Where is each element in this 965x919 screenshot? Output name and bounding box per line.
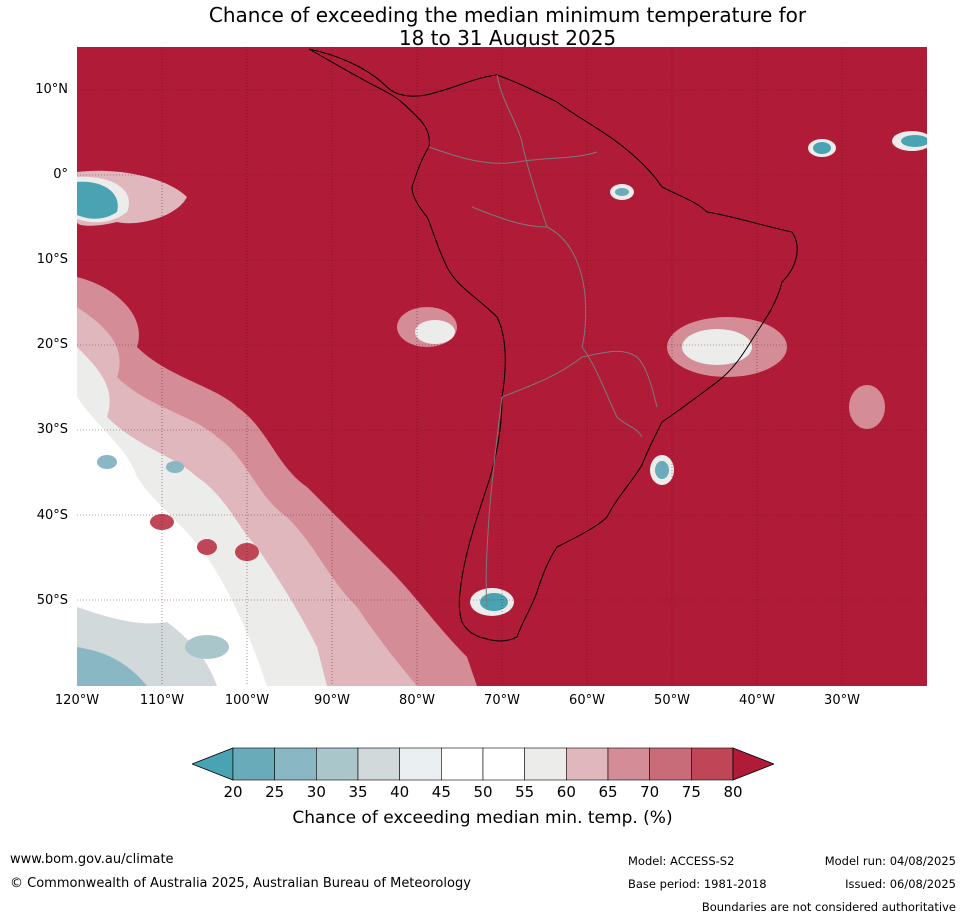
lat-label-0: 0° — [53, 167, 68, 182]
colorbar-swatch — [607, 747, 650, 781]
lon-label-80w: 80°W — [399, 693, 435, 708]
colorbar-swatch — [357, 747, 400, 781]
colorbar-tick-label: 55 — [515, 783, 535, 801]
colorbar-low-arrow — [192, 747, 234, 781]
colorbar-swatch — [649, 747, 692, 781]
copyright-text: © Commonwealth of Australia 2025, Austra… — [10, 876, 471, 891]
colorbar-swatch — [482, 747, 525, 781]
colorbar-swatch — [441, 747, 484, 781]
model-run-date: Model run: 04/08/2025 — [824, 854, 956, 868]
model-name: Model: ACCESS-S2 — [628, 854, 735, 868]
lon-label-30w: 30°W — [824, 693, 860, 708]
colorbar-swatch — [524, 747, 567, 781]
gridlines — [77, 47, 927, 686]
colorbar-label: Chance of exceeding median min. temp. (%… — [292, 808, 673, 828]
probability-map — [77, 47, 927, 686]
map-title-line-2: 18 to 31 August 2025 — [398, 26, 617, 50]
colorbar-swatch — [232, 747, 275, 781]
lon-label-40w: 40°W — [739, 693, 775, 708]
issued-date: Issued: 06/08/2025 — [845, 877, 956, 891]
base-period: Base period: 1981-2018 — [628, 877, 767, 891]
lat-label-40s: 40°S — [36, 508, 68, 523]
colorbar-tick-label: 60 — [556, 783, 576, 801]
lon-label-50w: 50°W — [654, 693, 690, 708]
country-borders — [428, 74, 658, 608]
colorbar-tick-label: 35 — [348, 783, 368, 801]
colorbar-tick-label: 80 — [723, 783, 743, 801]
colorbar-tick-label: 45 — [431, 783, 451, 801]
colorbar-tick-label: 20 — [223, 783, 243, 801]
lat-label-20s: 20°S — [36, 337, 68, 352]
colorbar-swatch — [399, 747, 442, 781]
colorbar-tick-label: 70 — [640, 783, 660, 801]
lon-label-120w: 120°W — [54, 693, 100, 708]
colorbar-swatch — [691, 747, 734, 781]
lat-label-10s: 10°S — [36, 252, 68, 267]
colorbar-tick-label: 30 — [306, 783, 326, 801]
south-pacific-anomaly — [77, 277, 477, 686]
lon-label-110w: 110°W — [139, 693, 185, 708]
lon-label-70w: 70°W — [484, 693, 520, 708]
boundary-disclaimer: Boundaries are not considered authoritat… — [701, 900, 956, 914]
lat-label-30s: 30°S — [36, 422, 68, 437]
map-title-line-1: Chance of exceeding the median minimum t… — [208, 3, 807, 27]
colorbar-tick-label: 50 — [473, 783, 493, 801]
map-title: Chance of exceeding the median minimum t… — [0, 4, 965, 50]
colorbar-swatch — [316, 747, 359, 781]
lon-label-60w: 60°W — [569, 693, 605, 708]
colorbar-swatch — [274, 747, 317, 781]
equatorial-pacific-anomaly — [77, 170, 187, 226]
lon-label-100w: 100°W — [224, 693, 270, 708]
south-america-coastline — [308, 48, 798, 642]
website-link[interactable]: www.bom.gov.au/climate — [10, 852, 174, 867]
colorbar-tick-label: 75 — [681, 783, 701, 801]
colorbar-tick-label: 40 — [390, 783, 410, 801]
colorbar-tick-label: 65 — [598, 783, 618, 801]
lat-label-10n: 10°N — [35, 82, 68, 97]
lon-label-90w: 90°W — [314, 693, 350, 708]
colorbar-swatch — [566, 747, 609, 781]
lat-label-50s: 50°S — [36, 593, 68, 608]
colorbar-high-arrow — [732, 747, 774, 781]
colorbar — [192, 747, 774, 781]
colorbar-tick-label: 25 — [265, 783, 285, 801]
